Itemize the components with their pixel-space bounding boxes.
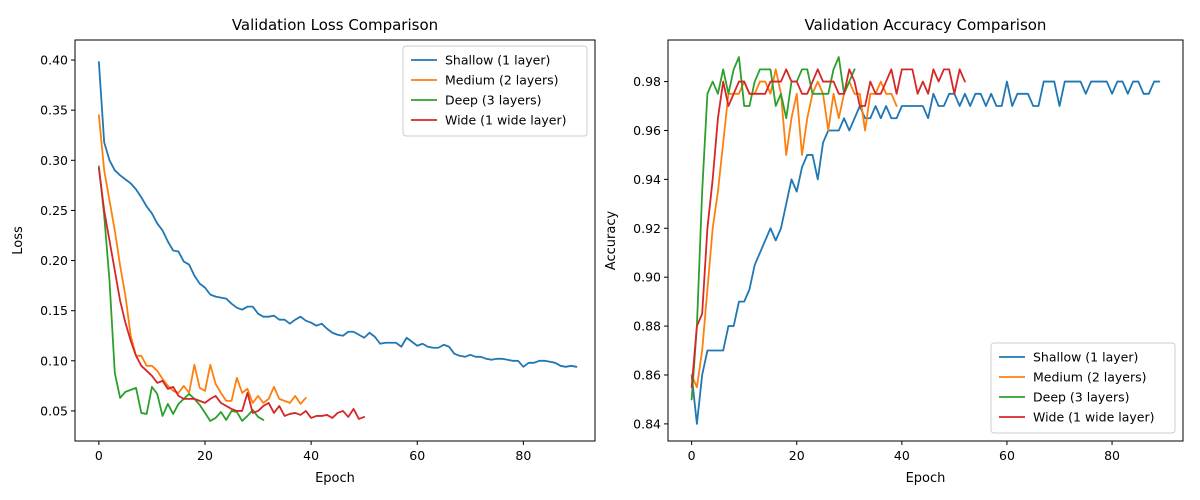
loss-y-tick-label: 0.25	[40, 203, 68, 218]
loss-x-axis-label: Epoch	[315, 471, 355, 486]
accuracy-legend-label: Medium (2 layers)	[1033, 370, 1147, 385]
loss-y-tick: 0.25	[40, 203, 75, 218]
accuracy-y-tick-label: 0.98	[633, 74, 661, 89]
accuracy-legend-item-wide-1-wide-layer: Wide (1 wide layer)	[999, 410, 1155, 425]
accuracy-y-tick: 0.98	[633, 74, 668, 89]
accuracy-x-axis: 0 20 40 60 80	[688, 441, 1120, 463]
accuracy-legend-label: Shallow (1 layer)	[1033, 350, 1138, 365]
loss-legend-box	[402, 45, 588, 137]
accuracy-y-tick: 0.92	[633, 221, 668, 236]
accuracy-legend-box	[990, 342, 1176, 434]
loss-y-tick-label: 0.35	[40, 103, 68, 118]
loss-y-tick: 0.30	[40, 153, 75, 168]
accuracy-line-wide-1-wide-layer	[690, 68, 966, 389]
loss-x-tick-label: 40	[303, 448, 319, 463]
loss-legend-item-shallow-1-layer: Shallow (1 layer)	[411, 53, 550, 68]
loss-y-tick-label: 0.20	[40, 253, 68, 268]
loss-y-axis-label: Loss	[11, 226, 26, 255]
loss-y-tick: 0.10	[40, 353, 75, 368]
loss-x-tick: 0	[95, 441, 103, 463]
loss-x-tick-label: 60	[409, 448, 425, 463]
accuracy-y-tick: 0.94	[633, 172, 668, 187]
accuracy-x-tick-label: 0	[688, 448, 696, 463]
loss-y-tick-label: 0.05	[40, 403, 68, 418]
loss-legend-label: Wide (1 wide layer)	[445, 113, 567, 128]
loss-x-tick: 60	[409, 441, 425, 463]
loss-x-tick-label: 80	[515, 448, 531, 463]
accuracy-x-tick-label: 40	[894, 448, 910, 463]
accuracy-chart-title: Validation Accuracy Comparison	[805, 16, 1047, 34]
accuracy-x-tick: 60	[999, 441, 1015, 463]
loss-legend: Shallow (1 layer) Medium (2 layers) Deep (…	[402, 45, 588, 137]
loss-legend-label: Shallow (1 layer)	[445, 53, 550, 68]
accuracy-x-tick: 40	[894, 441, 910, 463]
accuracy-y-axis: 0.84 0.86 0.88 0.90 0.92 0.94 0.96 0.98	[633, 74, 668, 431]
loss-axes-frame	[74, 39, 596, 442]
loss-chart-title: Validation Loss Comparison	[232, 16, 438, 34]
loss-x-tick: 20	[197, 441, 213, 463]
accuracy-series-lines	[690, 56, 1161, 425]
loss-y-axis: 0.05 0.10 0.15 0.20 0.25 0.30 0.35 0.40	[40, 53, 75, 418]
accuracy-x-tick-label: 60	[999, 448, 1015, 463]
loss-y-tick: 0.35	[40, 103, 75, 118]
accuracy-x-tick: 80	[1104, 441, 1120, 463]
loss-x-tick: 40	[303, 441, 319, 463]
accuracy-y-tick: 0.86	[633, 367, 668, 382]
loss-y-tick: 0.20	[40, 253, 75, 268]
accuracy-x-tick: 20	[789, 441, 805, 463]
loss-x-tick-label: 20	[197, 448, 213, 463]
accuracy-y-tick-label: 0.88	[633, 319, 661, 334]
accuracy-y-tick: 0.96	[633, 123, 668, 138]
accuracy-y-tick-label: 0.86	[633, 367, 661, 382]
accuracy-x-tick-label: 20	[789, 448, 805, 463]
accuracy-legend: Shallow (1 layer) Medium (2 layers) Deep (…	[990, 342, 1176, 434]
accuracy-y-tick-label: 0.96	[633, 123, 661, 138]
accuracy-legend-label: Wide (1 wide layer)	[1033, 410, 1155, 425]
loss-legend-item-deep-3-layers: Deep (3 layers)	[411, 93, 541, 108]
loss-y-tick: 0.05	[40, 403, 75, 418]
loss-y-tick-label: 0.40	[40, 53, 68, 68]
accuracy-y-tick: 0.90	[633, 270, 668, 285]
loss-line-wide-1-wide-layer	[97, 167, 366, 420]
accuracy-legend-item-deep-3-layers: Deep (3 layers)	[999, 390, 1129, 405]
accuracy-x-tick-label: 80	[1104, 448, 1120, 463]
accuracy-y-tick: 0.88	[633, 319, 668, 334]
accuracy-legend-item-shallow-1-layer: Shallow (1 layer)	[999, 350, 1138, 365]
loss-chart-panel: 0 20 40 60 80 0.05 0.10 0.15 0.20 0.25 0.30 0.35 0.4…	[11, 16, 596, 486]
loss-legend-item-medium-2-layers: Medium (2 layers)	[411, 73, 559, 88]
accuracy-y-axis-label: Accuracy	[604, 211, 619, 271]
loss-legend-label: Deep (3 layers)	[445, 93, 541, 108]
loss-x-axis: 0 20 40 60 80	[95, 441, 531, 463]
loss-x-tick: 80	[515, 441, 531, 463]
accuracy-line-deep-3-layers	[690, 56, 856, 401]
loss-y-tick: 0.40	[40, 53, 75, 68]
loss-line-deep-3-layers	[97, 165, 265, 422]
accuracy-y-tick: 0.84	[633, 416, 668, 431]
accuracy-x-tick: 0	[688, 441, 696, 463]
accuracy-chart-panel: 0 20 40 60 80 0.84 0.86 0.88 0.90 0.92 0.94 0.96 0.9…	[604, 16, 1184, 486]
accuracy-line-shallow-1-layer	[690, 80, 1161, 425]
accuracy-y-tick-label: 0.90	[633, 270, 661, 285]
loss-y-tick-label: 0.15	[40, 303, 68, 318]
accuracy-y-tick-label: 0.94	[633, 172, 661, 187]
accuracy-axes-frame	[667, 39, 1184, 442]
accuracy-legend-label: Deep (3 layers)	[1033, 390, 1129, 405]
loss-legend-label: Medium (2 layers)	[445, 73, 559, 88]
loss-legend-item-wide-1-wide-layer: Wide (1 wide layer)	[411, 113, 567, 128]
accuracy-x-axis-label: Epoch	[906, 471, 946, 486]
loss-x-tick-label: 0	[95, 448, 103, 463]
loss-series-lines	[97, 61, 578, 422]
accuracy-line-medium-2-layers	[690, 68, 898, 389]
accuracy-y-tick-label: 0.92	[633, 221, 661, 236]
loss-line-shallow-1-layer	[97, 61, 578, 368]
loss-y-tick-label: 0.10	[40, 353, 68, 368]
loss-y-tick-label: 0.30	[40, 153, 68, 168]
loss-y-tick: 0.15	[40, 303, 75, 318]
accuracy-legend-item-medium-2-layers: Medium (2 layers)	[999, 370, 1147, 385]
accuracy-y-tick-label: 0.84	[633, 416, 661, 431]
loss-line-medium-2-layers	[97, 114, 307, 405]
